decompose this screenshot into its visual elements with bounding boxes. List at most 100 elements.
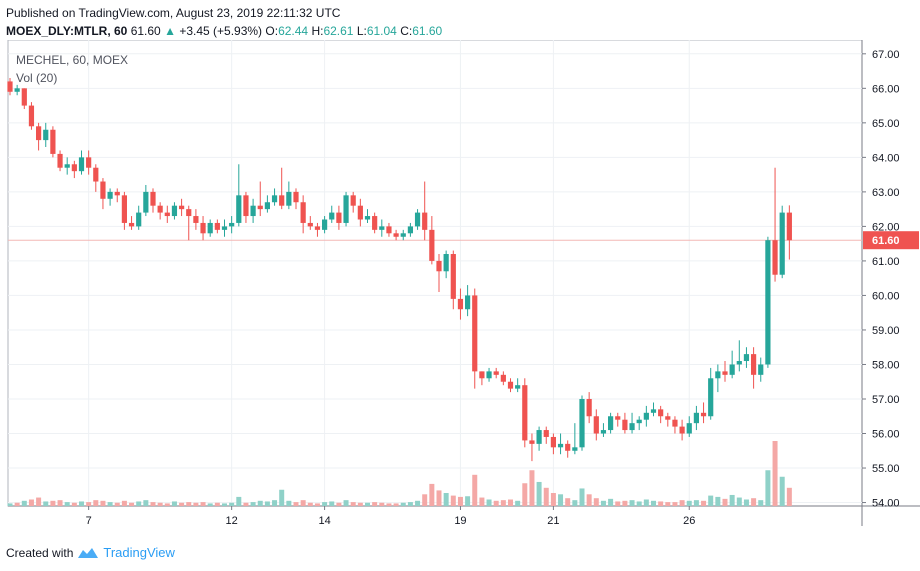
candle-body — [565, 443, 571, 451]
candle — [350, 191, 356, 213]
candle — [243, 191, 249, 223]
candle — [529, 433, 535, 462]
candle-body — [336, 212, 342, 223]
candle — [293, 188, 299, 210]
candle-body — [479, 371, 485, 379]
tradingview-brand[interactable]: TradingView — [103, 545, 175, 560]
candle-body — [143, 191, 149, 213]
candle-body — [314, 226, 321, 230]
candle — [679, 419, 685, 441]
candle-body — [472, 295, 478, 372]
candle-body — [150, 191, 156, 206]
volume-bar — [157, 502, 163, 506]
candle-body — [522, 385, 528, 441]
candle-body — [722, 371, 728, 375]
candle-body — [221, 226, 228, 230]
candle-body — [71, 164, 77, 172]
y-tick-label: 60.00 — [872, 290, 900, 302]
candle — [658, 405, 664, 424]
candle — [708, 367, 714, 420]
volume-bar — [658, 501, 664, 506]
volume-bar — [365, 502, 370, 506]
volume-bar — [336, 502, 342, 506]
candle — [636, 416, 642, 431]
candle — [457, 288, 464, 320]
volume-bar — [472, 474, 478, 506]
candle — [729, 350, 735, 379]
volume-bar — [257, 500, 263, 506]
candle-body — [443, 254, 449, 272]
candle — [600, 423, 607, 437]
volume-bar — [64, 502, 70, 506]
candle-body — [715, 371, 721, 379]
volume-bar — [615, 501, 621, 506]
close-label: C: — [400, 24, 413, 38]
candle-body — [179, 205, 185, 210]
candle — [429, 216, 435, 265]
volume-bar — [558, 494, 564, 506]
candle — [443, 250, 449, 279]
candle — [186, 205, 192, 241]
candle — [329, 205, 335, 223]
volume-bar — [479, 497, 485, 506]
candle — [557, 433, 564, 455]
candle-body — [465, 295, 471, 310]
candle-body — [286, 191, 292, 206]
volume-bar — [465, 496, 471, 506]
y-tick-label: 64.00 — [872, 152, 900, 164]
created-with-label: Created with — [6, 545, 74, 560]
volume-bar — [343, 500, 349, 506]
candle-body — [686, 423, 692, 434]
candle — [221, 219, 228, 237]
candle — [36, 122, 42, 151]
volume-bar — [329, 501, 335, 506]
candle-body — [100, 181, 106, 199]
candle-body — [529, 440, 535, 444]
candle — [522, 378, 528, 448]
volume-bar — [186, 502, 192, 506]
volume-bar — [708, 495, 714, 506]
candle — [28, 102, 35, 130]
volume-bar — [751, 498, 757, 506]
candle-body — [293, 191, 299, 203]
candle — [179, 198, 185, 217]
candle — [121, 191, 127, 230]
candle — [579, 395, 585, 451]
candle — [693, 405, 699, 431]
candle-body — [128, 222, 135, 227]
volume-bar — [386, 503, 392, 506]
tradingview-logo-icon — [78, 547, 99, 558]
candle-body — [164, 212, 170, 217]
candle — [264, 195, 270, 213]
candle-body — [400, 233, 406, 237]
candle-body — [414, 212, 421, 227]
volume-bar — [600, 500, 606, 506]
candle — [207, 219, 213, 237]
candle — [150, 188, 156, 213]
candle-body — [579, 398, 585, 448]
current-price-badge — [863, 231, 919, 250]
candle — [50, 126, 56, 158]
candle — [78, 150, 85, 175]
volume-bar — [593, 498, 599, 506]
volume-bar — [250, 502, 256, 506]
candlestick-chart[interactable]: 67.00 66.00 65.00 64.00 63.00 62.00 61.00 60.00… — [0, 40, 920, 538]
volume-bar — [701, 500, 707, 506]
candle — [407, 222, 413, 237]
open-value: 62.44 — [278, 24, 309, 38]
candle-body — [450, 254, 456, 299]
candle-body — [751, 354, 757, 375]
volume-bar — [236, 496, 242, 506]
candle — [507, 378, 514, 393]
candle — [586, 392, 592, 424]
candle-body — [643, 412, 649, 420]
candle — [422, 181, 428, 241]
volume-bar — [307, 502, 313, 506]
candle-body — [372, 216, 378, 230]
candle — [7, 77, 13, 96]
candle-body — [708, 378, 714, 417]
candle-body — [236, 195, 242, 223]
candle — [700, 402, 707, 424]
volume-bar — [457, 496, 463, 506]
volume-bar — [71, 502, 77, 506]
